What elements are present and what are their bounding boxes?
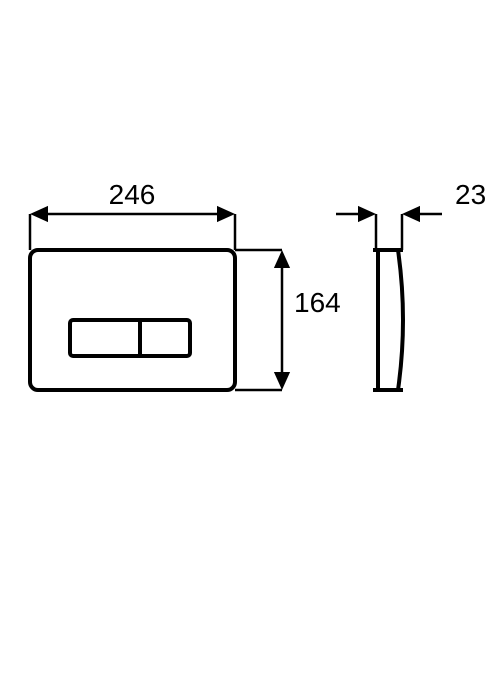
dim-height-label: 164 [294, 287, 341, 318]
side-front-edge [398, 250, 403, 390]
dim-width-label: 246 [109, 179, 156, 210]
dim-depth-label: 23 [455, 179, 486, 210]
technical-drawing: 246 164 23 [0, 0, 500, 700]
flush-buttons-outline [70, 320, 190, 356]
